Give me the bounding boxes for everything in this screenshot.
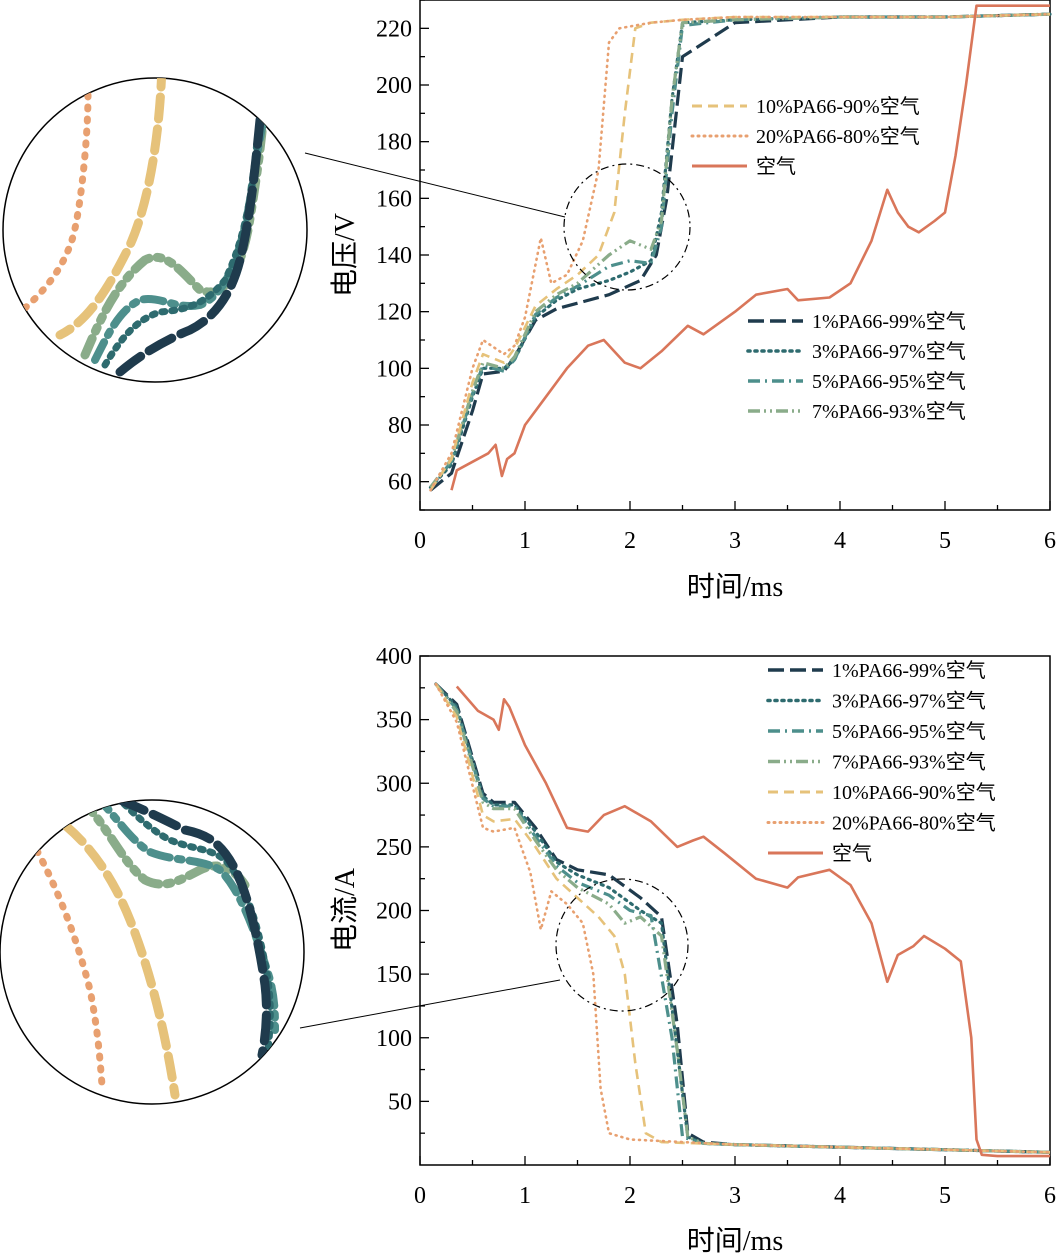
current-legend-label-7pctpa66-93pct: 7%PA66-93%空气	[832, 751, 986, 774]
voltage-line-10pctpa66-90pct	[429, 12, 1051, 491]
voltage-xtick-label: 1	[519, 528, 531, 554]
current-ytick-label: 350	[376, 708, 412, 734]
voltage-xtick-label: 6	[1044, 528, 1056, 554]
current-line-10pctpa66-90pct	[434, 683, 1051, 1154]
inset-1pct-line	[115, 115, 265, 377]
voltage-ytick-label: 160	[376, 186, 412, 212]
voltage-line-20pctpa66-80pct	[429, 12, 1052, 492]
voltage-legend-label-air: 空气	[756, 155, 796, 178]
current-inset	[0, 799, 305, 1105]
current-axis-ticks	[419, 655, 1051, 1165]
current-chart: 0 1 2 3 4 5 6 50 100 150 200 250 300 350 400 时间/ms 电流/…	[0, 644, 1056, 1257]
current-xtick-label: 0	[414, 1183, 426, 1209]
voltage-line-air	[450, 4, 1050, 491]
voltage-ytick-label: 220	[376, 16, 412, 42]
current-line-20pctpa66-80pct	[434, 682, 1052, 1154]
voltage-legend-label-20pctpa66-80pct: 20%PA66-80%空气	[756, 125, 920, 148]
current-ytick-label: 50	[388, 1089, 412, 1115]
current-zoom-circle	[555, 878, 689, 1012]
current-legend: 1%PA66-99%空气 3%PA66-97%空气 5%PA66-95%空气 7%PA…	[766, 659, 996, 865]
inset-7pct-line	[75, 800, 250, 890]
voltage-xtick-label: 4	[834, 528, 846, 554]
current-zoom-connector	[299, 979, 561, 1029]
current-ylabel: 电流/A	[329, 867, 361, 952]
voltage-inset	[2, 77, 308, 383]
inset-20pct-line	[21, 826, 106, 1089]
voltage-ytick-label: 80	[388, 413, 412, 439]
voltage-ytick-label: 120	[376, 300, 412, 326]
voltage-legend-label-3pctpa66-97pct: 3%PA66-97%空气	[812, 340, 966, 363]
current-series	[434, 682, 1052, 1158]
inset-5pct-line	[91, 800, 279, 1034]
voltage-ylabel: 电压/V	[329, 213, 361, 297]
voltage-ytick-label: 180	[376, 130, 412, 156]
current-xtick-label: 1	[519, 1183, 531, 1209]
current-line-1pctpa66-99pct	[434, 682, 1051, 1154]
inset-10pct-line	[35, 803, 180, 1100]
current-legend-label-20pctpa66-80pct: 20%PA66-80%空气	[832, 812, 996, 835]
voltage-line-7pctpa66-93pct	[429, 12, 1051, 489]
voltage-xlabel: 时间/ms	[687, 571, 783, 603]
voltage-ytick-label: 140	[376, 243, 412, 269]
voltage-xtick-label: 3	[729, 528, 741, 554]
voltage-chart: 0 1 2 3 4 5 6 60 80 100 120 140 160 180 200 220 时间/ms 电…	[2, 0, 1056, 603]
voltage-plot-frame	[419, 0, 1051, 511]
current-ytick-label: 100	[376, 1026, 412, 1052]
current-xtick-label: 4	[834, 1183, 846, 1209]
voltage-xtick-label: 2	[624, 528, 636, 554]
voltage-line-1pctpa66-99pct	[429, 12, 1051, 492]
current-xtick-label: 3	[729, 1183, 741, 1209]
voltage-zoom-circle	[563, 163, 691, 291]
current-tick-labels: 0 1 2 3 4 5 6 50 100 150 200 250 300 350 400	[376, 644, 1056, 1209]
current-legend-label-10pctpa66-90pct: 10%PA66-90%空气	[832, 781, 996, 804]
inset-10pct-line	[55, 78, 167, 340]
voltage-series	[428, 4, 1052, 492]
current-ytick-label: 200	[376, 899, 412, 925]
voltage-legend-label-1pctpa66-99pct: 1%PA66-99%空气	[812, 310, 966, 333]
current-xtick-label: 6	[1044, 1183, 1056, 1209]
current-ytick-label: 400	[376, 644, 412, 670]
current-legend-label-1pctpa66-99pct: 1%PA66-99%空气	[832, 659, 986, 682]
voltage-legend-lower: 1%PA66-99%空气 3%PA66-97%空气 5%PA66-95%空气 7%PA…	[746, 310, 966, 423]
inset-1pct-line	[115, 800, 271, 1060]
voltage-zoom-connector	[304, 152, 566, 218]
voltage-ytick-label: 200	[376, 73, 412, 99]
voltage-tick-labels: 0 1 2 3 4 5 6 60 80 100 120 140 160 180 200 220	[376, 16, 1056, 554]
current-ytick-label: 300	[376, 771, 412, 797]
inset-20pct-line	[21, 91, 92, 312]
voltage-xtick-label: 5	[939, 528, 951, 554]
current-xtick-label: 5	[939, 1183, 951, 1209]
current-xlabel: 时间/ms	[687, 1225, 783, 1257]
voltage-legend-label-10pctpa66-90pct: 10%PA66-90%空气	[756, 95, 920, 118]
voltage-legend-label-5pctpa66-95pct: 5%PA66-95%空气	[812, 370, 966, 393]
current-ytick-label: 150	[376, 962, 412, 988]
current-legend-label-air: 空气	[832, 842, 872, 865]
voltage-ytick-label: 60	[388, 470, 412, 496]
voltage-ytick-label: 100	[376, 356, 412, 382]
current-line-air	[455, 685, 1050, 1158]
voltage-xtick-label: 0	[414, 528, 426, 554]
current-xtick-label: 2	[624, 1183, 636, 1209]
voltage-legend-label-7pctpa66-93pct: 7%PA66-93%空气	[812, 400, 966, 423]
current-ytick-label: 250	[376, 835, 412, 861]
current-legend-label-3pctpa66-97pct: 3%PA66-97%空气	[832, 690, 986, 713]
current-legend-label-5pctpa66-95pct: 5%PA66-95%空气	[832, 720, 986, 743]
voltage-axis-ticks	[419, 0, 1051, 511]
